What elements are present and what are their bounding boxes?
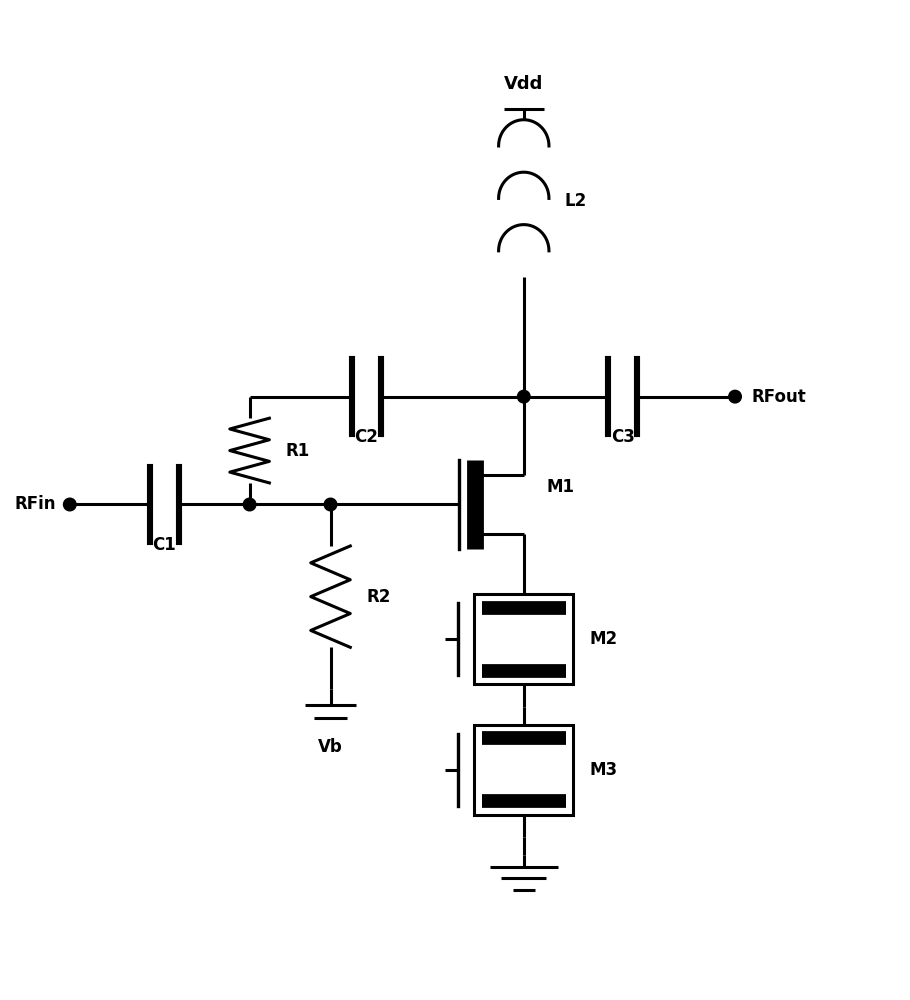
Text: M1: M1 [546, 478, 574, 496]
Circle shape [243, 498, 256, 511]
Bar [474, 725, 573, 815]
Circle shape [518, 390, 530, 403]
Text: C3: C3 [611, 428, 634, 446]
Text: Vdd: Vdd [504, 75, 543, 93]
Text: M2: M2 [590, 630, 618, 648]
Circle shape [324, 498, 337, 511]
Circle shape [64, 498, 76, 511]
Circle shape [729, 390, 742, 403]
Text: R2: R2 [367, 588, 390, 606]
Text: M3: M3 [590, 761, 618, 779]
Bar [474, 594, 573, 684]
Text: RFin: RFin [15, 495, 56, 513]
Text: Vb: Vb [318, 738, 343, 756]
Text: RFout: RFout [752, 388, 806, 406]
Text: C1: C1 [152, 536, 176, 554]
Text: R1: R1 [286, 442, 309, 460]
Text: C2: C2 [355, 428, 379, 446]
Text: L2: L2 [564, 192, 586, 210]
